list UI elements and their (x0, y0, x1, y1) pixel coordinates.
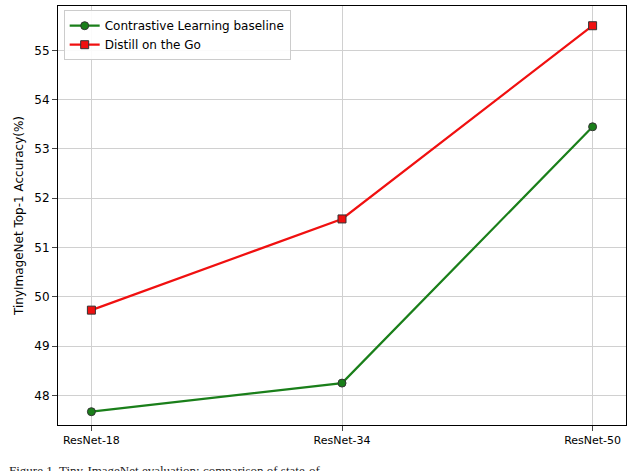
svg-text:Contrastive Learning baseline: Contrastive Learning baseline (105, 19, 284, 33)
svg-text:51: 51 (34, 241, 49, 255)
svg-text:54: 54 (34, 93, 49, 107)
svg-text:ResNet-50: ResNet-50 (564, 434, 621, 447)
svg-text:Figure 1. Tiny-ImageNet evalua: Figure 1. Tiny-ImageNet evaluation: comp… (9, 463, 321, 471)
svg-text:55: 55 (34, 44, 49, 58)
svg-text:49: 49 (34, 339, 49, 353)
svg-text:ResNet-18: ResNet-18 (63, 434, 120, 447)
svg-text:50: 50 (34, 290, 49, 304)
svg-text:53: 53 (34, 142, 49, 156)
svg-text:Distill on the Go: Distill on the Go (105, 38, 201, 52)
svg-text:TinyImageNet Top-1 Accuracy(%): TinyImageNet Top-1 Accuracy(%) (12, 116, 26, 316)
svg-text:ResNet-34: ResNet-34 (314, 434, 371, 447)
svg-text:48: 48 (34, 389, 49, 403)
svg-text:52: 52 (34, 191, 49, 205)
